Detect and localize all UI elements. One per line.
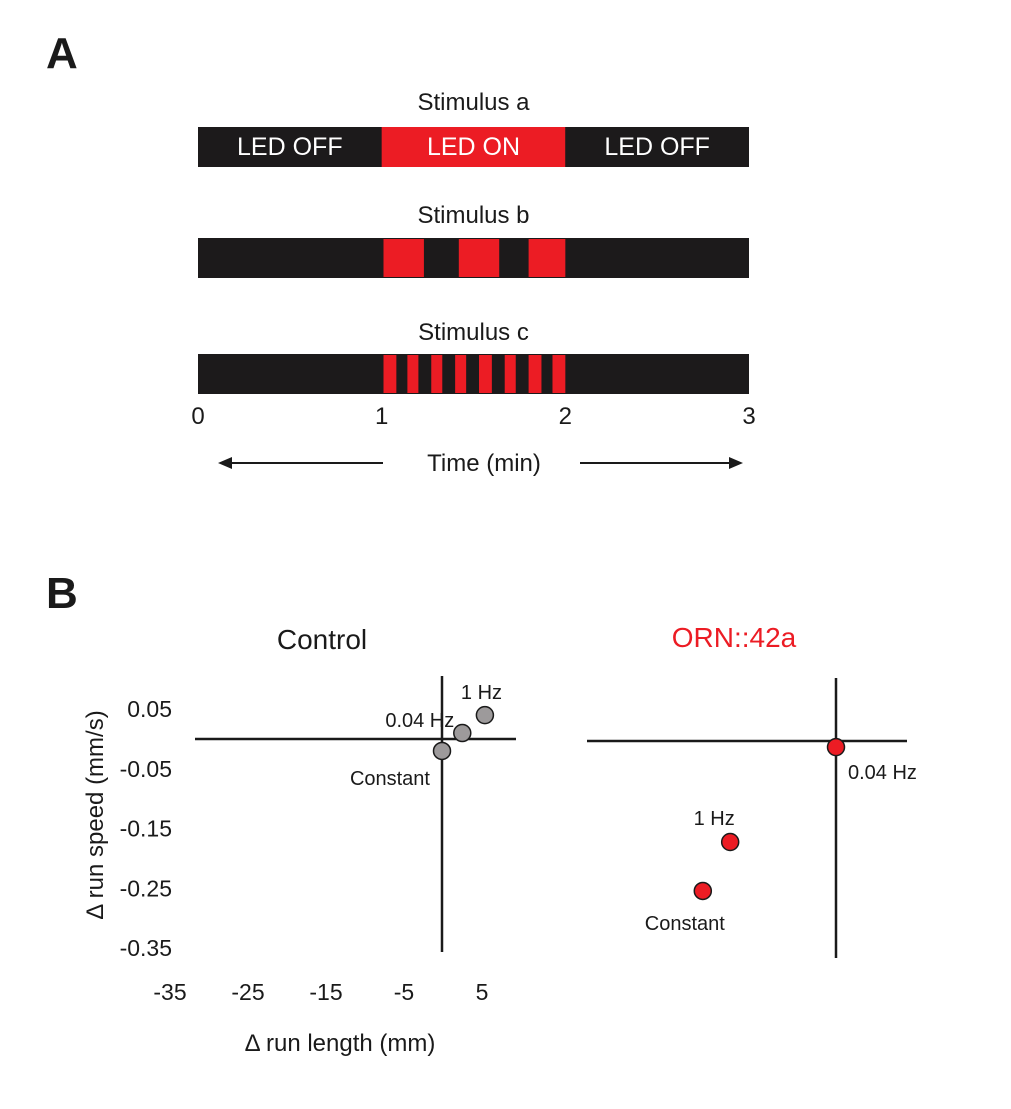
stimulus-a-segment-label: LED ON xyxy=(427,133,520,161)
orn42a-point xyxy=(693,881,713,901)
stimulus-c-title: Stimulus c xyxy=(418,319,529,346)
time-tick-label: 1 xyxy=(375,403,388,430)
stimulus-c-pulse xyxy=(552,355,566,393)
stimulus-c-pulse xyxy=(455,355,467,393)
time-tick-label: 0 xyxy=(191,403,204,430)
left-arrow-head xyxy=(218,457,232,469)
x-tick-label: -35 xyxy=(153,979,186,1005)
stimulus-a-title: Stimulus a xyxy=(417,89,530,116)
x-tick-label: 5 xyxy=(476,979,489,1005)
stimulus-b-pulse xyxy=(383,239,424,277)
y-tick-label: -0.05 xyxy=(120,756,172,782)
stimulus-b-title: Stimulus b xyxy=(417,202,529,229)
time-tick-label: 3 xyxy=(742,403,755,430)
x-axis-title: Δ run length (mm) xyxy=(245,1030,436,1057)
orn42a-title: ORN::42a xyxy=(672,622,797,653)
control-scatter-plot: Control 0.05 -0.05 -0.15 -0.25 -0.35 -35 -25 -15… xyxy=(82,624,516,1057)
stimulus-b-pulse xyxy=(458,239,500,277)
y-tick-label: -0.15 xyxy=(120,816,172,842)
stimulus-c-pulse xyxy=(504,355,516,393)
time-axis-label: Time (min) xyxy=(427,450,541,477)
stimulus-c-pulse xyxy=(528,355,542,393)
stimulus-timeline: Stimulus a LED OFF LED ON LED OFF Stimulus b… xyxy=(191,89,755,477)
stimulus-c-pulse xyxy=(383,355,397,393)
x-tick-label: -15 xyxy=(309,979,342,1005)
panel-letter-a: A xyxy=(46,29,78,78)
stimulus-a-segment-label: LED OFF xyxy=(237,133,343,161)
stimulus-c-bar xyxy=(198,354,749,394)
orn42a-point-label: 0.04 Hz xyxy=(848,762,917,784)
y-tick-label: 0.05 xyxy=(127,696,172,722)
stimulus-a-segment xyxy=(381,127,566,167)
stimulus-c-pulse xyxy=(407,355,419,393)
control-point xyxy=(475,705,495,725)
x-tick-label: -5 xyxy=(394,979,414,1005)
control-point-label: 1 Hz xyxy=(461,682,502,704)
orn42a-point xyxy=(720,832,740,852)
stimulus-a-segment xyxy=(565,127,749,167)
stimulus-a-segment xyxy=(198,127,382,167)
panel-letter-b: B xyxy=(46,569,78,618)
control-point xyxy=(453,723,472,743)
stimulus-b-pulse xyxy=(528,239,566,277)
stimulus-c-pulse xyxy=(479,355,492,393)
x-tick-label: -25 xyxy=(231,979,264,1005)
orn42a-point xyxy=(826,737,846,757)
control-point-label: Constant xyxy=(350,768,430,790)
y-tick-label: -0.25 xyxy=(120,875,172,901)
y-axis-title: Δ run speed (mm/s) xyxy=(82,710,109,919)
time-tick-label: 2 xyxy=(559,403,572,430)
control-point xyxy=(432,741,452,761)
orn42a-point-label: 1 Hz xyxy=(694,808,735,830)
control-point-label: 0.04 Hz xyxy=(385,710,454,732)
right-arrow-head xyxy=(729,457,743,469)
control-title: Control xyxy=(277,624,367,655)
stimulus-a-segment-label: LED OFF xyxy=(604,133,710,161)
orn42a-point-label: Constant xyxy=(645,913,725,935)
y-tick-label: -0.35 xyxy=(120,935,172,961)
stimulus-c-pulse xyxy=(431,355,443,393)
